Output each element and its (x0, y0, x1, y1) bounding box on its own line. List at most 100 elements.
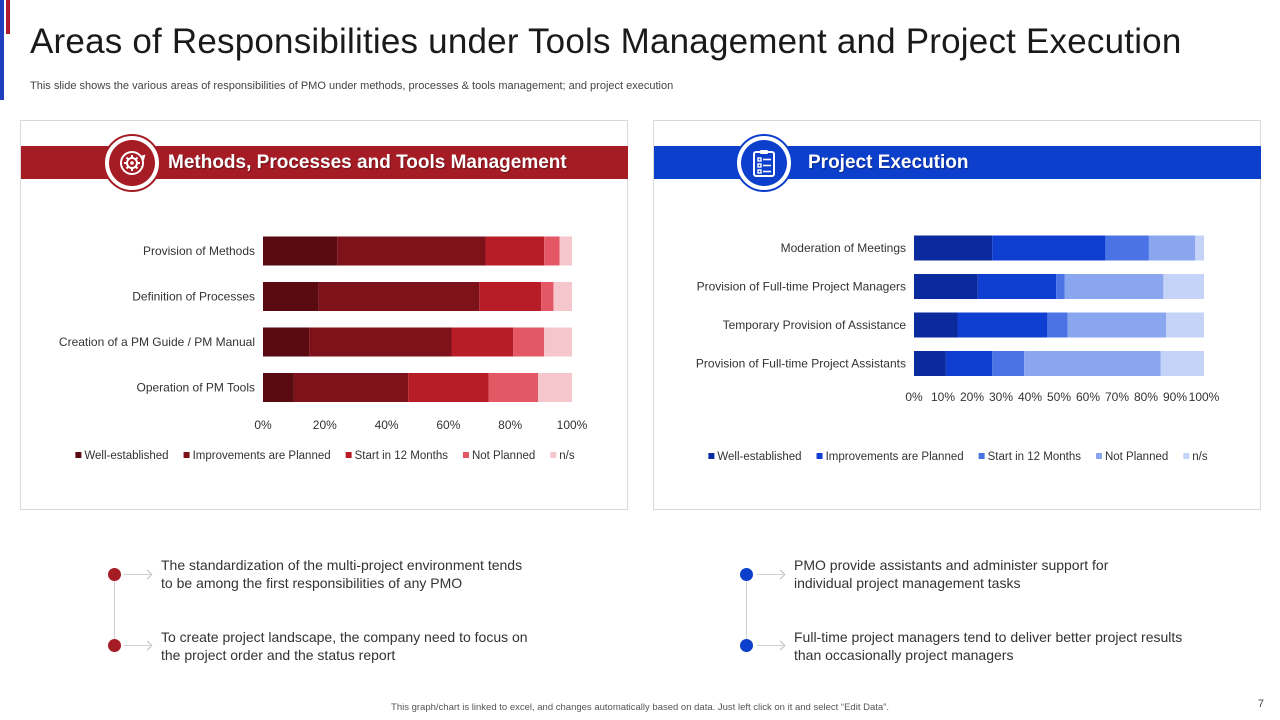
bar-operation-of-pm-tools-improvements-are-planned (293, 373, 409, 402)
bar-provision-of-methods-well-established (263, 236, 338, 266)
bar-temporary-provision-of-assistance-improvements-are-planned (957, 312, 1048, 338)
left-note-2: To create project landscape, the company… (161, 629, 528, 663)
left-note-1: The standardization of the multi-project… (161, 557, 523, 591)
legend-swatch-n-s (550, 452, 557, 458)
category-label-moderation-of-meetings: Moderation of Meetings (781, 241, 906, 255)
bar-provision-of-methods-improvements-are-planned (337, 236, 486, 266)
x-tick-label-60: 60% (1076, 390, 1100, 404)
methods-heading: Methods, Processes and Tools Management (168, 152, 567, 173)
x-tick-label-10: 10% (931, 390, 955, 404)
page-subtitle: This slide shows the various areas of re… (30, 80, 674, 92)
execution-badge (735, 134, 793, 192)
x-tick-label-100: 100% (557, 418, 588, 432)
category-label-definition-of-processes: Definition of Processes (132, 290, 255, 304)
x-tick-label-100: 100% (1189, 390, 1220, 404)
accent-bar-blue (0, 0, 4, 100)
legend-swatch-improvements-are-planned (816, 453, 823, 459)
category-label-creation-of-a-pm-guide-pm-manual: Creation of a PM Guide / PM Manual (59, 335, 255, 349)
legend-label-start-in-12-months: Start in 12 Months (355, 450, 449, 462)
legend-swatch-start-in-12-months (978, 453, 985, 459)
left-connector (114, 580, 115, 644)
accent-bar-red (6, 0, 10, 34)
bar-provision-of-full-time-project-assistants-start-in-12-months (992, 351, 1025, 376)
category-label-operation-of-pm-tools: Operation of PM Tools (136, 381, 255, 395)
legend-label-well-established: Well-established (84, 450, 168, 462)
right-note-bullet-1 (740, 568, 753, 581)
x-tick-label-80: 80% (498, 418, 522, 432)
legend-swatch-start-in-12-months (345, 452, 352, 458)
legend-label-improvements-are-planned: Improvements are Planned (193, 450, 331, 462)
bar-creation-of-a-pm-guide-pm-manual-n-s (544, 327, 572, 357)
x-tick-label-60: 60% (436, 418, 460, 432)
legend-label-not-planned: Not Planned (472, 450, 535, 462)
legend-swatch-not-planned (1095, 453, 1102, 459)
legend-swatch-well-established (708, 453, 715, 459)
legend-label-start-in-12-months: Start in 12 Months (988, 451, 1082, 463)
footer-note: This graph/chart is linked to excel, and… (391, 702, 889, 713)
x-tick-label-40: 40% (375, 418, 399, 432)
bar-creation-of-a-pm-guide-pm-manual-improvements-are-planned (309, 327, 452, 357)
bar-provision-of-full-time-project-assistants-not-planned (1024, 351, 1161, 376)
page-title: Areas of Responsibilities under Tools Ma… (30, 22, 1182, 61)
right-connector (746, 580, 747, 644)
x-tick-label-20: 20% (960, 390, 984, 404)
bar-provision-of-full-time-project-managers-start-in-12-months (1056, 274, 1065, 299)
clipboard-checklist-icon (753, 150, 775, 177)
bar-operation-of-pm-tools-not-planned (488, 373, 539, 402)
legend-swatch-not-planned (462, 452, 469, 458)
x-tick-label-0: 0% (254, 418, 272, 432)
methods-panel: Methods, Processes and Tools Management … (20, 120, 628, 510)
right-note-bullet-2 (740, 639, 753, 652)
x-tick-label-20: 20% (313, 418, 337, 432)
bar-moderation-of-meetings-improvements-are-planned (992, 235, 1106, 261)
page-number: 7 (1257, 698, 1264, 710)
bar-operation-of-pm-tools-well-established (263, 373, 294, 402)
gear-cycle-icon (120, 151, 146, 175)
bar-provision-of-full-time-project-managers-well-established (914, 274, 978, 299)
bar-operation-of-pm-tools-start-in-12-months (408, 373, 489, 402)
legend-swatch-n-s (1183, 453, 1190, 459)
bar-definition-of-processes-start-in-12-months (479, 282, 542, 311)
bar-provision-of-full-time-project-assistants-improvements-are-planned (945, 351, 993, 376)
category-label-provision-of-methods: Provision of Methods (143, 244, 255, 258)
bar-temporary-provision-of-assistance-not-planned (1067, 312, 1167, 338)
bar-provision-of-full-time-project-assistants-n-s (1160, 351, 1204, 376)
bar-definition-of-processes-well-established (263, 282, 319, 311)
x-tick-label-0: 0% (905, 390, 923, 404)
left-note-arrow-2 (124, 645, 150, 646)
x-tick-label-70: 70% (1105, 390, 1129, 404)
bar-definition-of-processes-n-s (553, 282, 572, 311)
x-tick-label-30: 30% (989, 390, 1013, 404)
bar-definition-of-processes-improvements-are-planned (318, 282, 480, 311)
category-label-provision-of-full-time-project-assistants: Provision of Full-time Project Assistant… (696, 357, 906, 371)
bar-provision-of-methods-not-planned (544, 236, 560, 266)
legend-label-improvements-are-planned: Improvements are Planned (826, 451, 964, 463)
execution-heading: Project Execution (808, 152, 969, 173)
bar-temporary-provision-of-assistance-start-in-12-months (1047, 312, 1068, 338)
right-note-arrow-2 (757, 645, 783, 646)
bar-provision-of-full-time-project-assistants-well-established (914, 351, 946, 376)
x-tick-label-40: 40% (1018, 390, 1042, 404)
bar-creation-of-a-pm-guide-pm-manual-well-established (263, 327, 310, 357)
bar-temporary-provision-of-assistance-well-established (914, 312, 958, 338)
bar-provision-of-full-time-project-managers-n-s (1163, 274, 1204, 299)
legend-swatch-improvements-are-planned (183, 452, 190, 458)
execution-stacked-bar-chart: Moderation of Meetings Provision of Full-… (696, 235, 1220, 463)
x-tick-label-80: 80% (1134, 390, 1158, 404)
x-tick-label-50: 50% (1047, 390, 1071, 404)
legend-label-well-established: Well-established (717, 451, 801, 463)
bar-temporary-provision-of-assistance-n-s (1166, 312, 1204, 338)
legend-swatch-well-established (75, 452, 82, 458)
methods-stacked-bar-chart: Provision of Methods Definition of Proces… (59, 236, 588, 462)
legend-label-not-planned: Not Planned (1105, 451, 1168, 463)
legend-label-n-s: n/s (559, 450, 575, 462)
x-tick-label-90: 90% (1163, 390, 1187, 404)
right-note-arrow-1 (757, 574, 783, 575)
right-note-2: Full-time project managers tend to deliv… (794, 629, 1183, 663)
left-note-arrow-1 (124, 574, 150, 575)
bar-moderation-of-meetings-n-s (1195, 235, 1204, 261)
bar-moderation-of-meetings-start-in-12-months (1105, 235, 1149, 261)
bar-moderation-of-meetings-not-planned (1148, 235, 1196, 261)
bar-moderation-of-meetings-well-established (914, 235, 993, 261)
execution-panel: Project Execution Moderation of Meetings… (653, 120, 1261, 510)
